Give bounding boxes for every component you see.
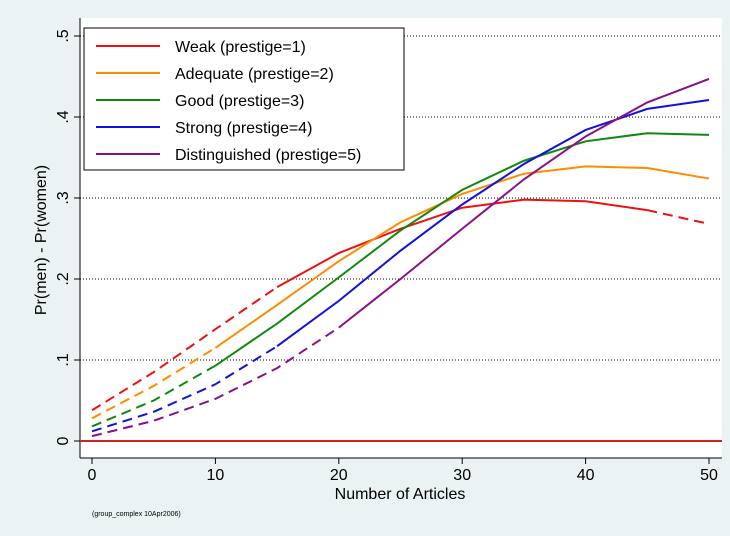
x-tick-label: 40	[577, 467, 595, 484]
legend-label: Good (prestige=3)	[175, 93, 304, 110]
x-tick-label: 50	[700, 467, 718, 484]
series-line	[276, 198, 648, 288]
x-tick-label: 10	[207, 467, 225, 484]
x-tick-label: 30	[453, 467, 471, 484]
legend-label: Strong (prestige=4)	[175, 120, 312, 137]
x-tick-label: 20	[330, 467, 348, 484]
y-tick-label: .2	[55, 272, 72, 285]
x-axis-label: Number of Articles	[335, 486, 466, 503]
y-tick-label: .5	[55, 29, 72, 42]
legend-label: Adequate (prestige=2)	[175, 66, 334, 83]
series-line	[91, 346, 216, 420]
legend-label: Distinguished (prestige=5)	[175, 147, 361, 164]
series-line	[214, 165, 710, 349]
series-line	[647, 209, 710, 225]
series-line	[91, 364, 216, 428]
y-tick-label: .3	[55, 191, 72, 204]
series-line	[91, 326, 340, 438]
series-line	[276, 99, 710, 348]
series-line	[91, 345, 278, 433]
series-line	[91, 286, 278, 412]
y-tick-label: .1	[55, 353, 72, 366]
y-tick-label: .4	[55, 110, 72, 123]
x-tick-label: 0	[88, 467, 97, 484]
y-tick-label: 0	[55, 436, 72, 445]
series-line	[338, 77, 710, 329]
series-line	[214, 132, 710, 367]
y-axis-label: Pr(men) - Pr(women)	[33, 165, 50, 315]
note: (group_complex 10Apr2006)	[92, 511, 181, 518]
legend-label: Weak (prestige=1)	[175, 39, 306, 56]
